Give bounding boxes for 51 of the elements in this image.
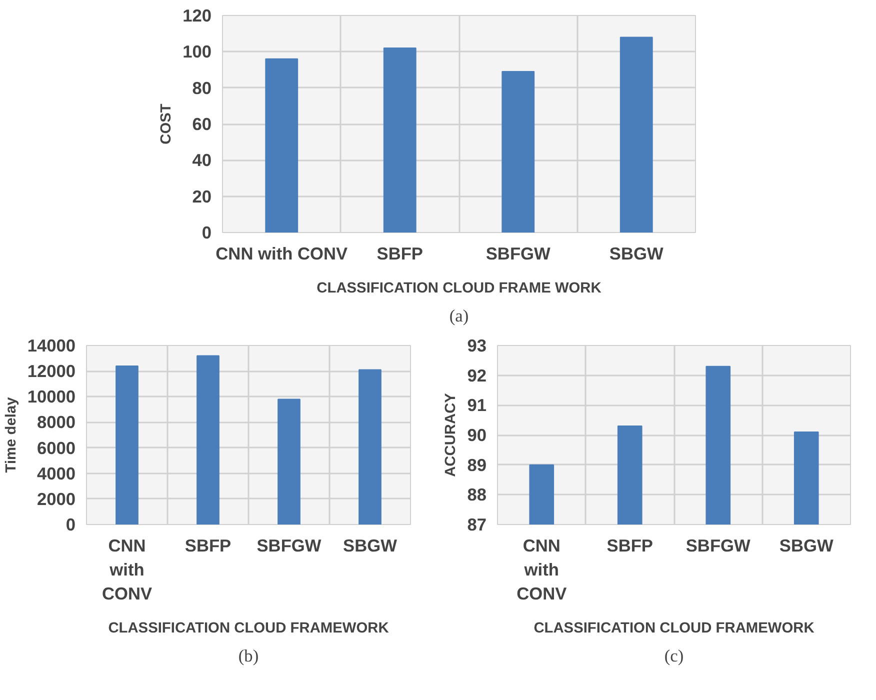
x-tick-label: SBGW [779,536,834,556]
y-tick-label: 120 [182,6,212,26]
bar [265,58,298,232]
y-tick-label: 60 [192,114,212,134]
bar [383,48,416,232]
y-tick-label: 0 [66,514,76,534]
bar [358,369,382,524]
y-tick-label: 89 [467,454,487,475]
x-axis-title: CLASSIFICATION CLOUD FRAME WORK [316,280,602,296]
y-tick-label: 40 [192,150,212,170]
y-axis-title: ACCURACY [443,392,460,477]
text: (b) [238,646,259,666]
y-tick-label: 4000 [36,463,76,484]
x-tick-label: SBFP [606,536,653,556]
y-tick-label: 88 [467,484,487,505]
y-tick-label: 20 [192,186,212,206]
y-tick-label: 93 [467,336,487,356]
y-tick-label: 6000 [36,438,76,458]
bar [620,36,653,232]
x-tick-label: SBGW [609,244,664,264]
y-tick-label: 87 [467,514,487,534]
y-tick-label: 90 [467,425,487,445]
x-axis-title: CLASSIFICATION CLOUD FRAMEWORK [108,620,390,636]
y-tick-label: 0 [202,222,212,242]
y-tick-label: 12000 [27,361,76,382]
x-tick-label: SBFGW [686,536,752,556]
bar [116,365,138,524]
x-axis-title: CLASSIFICATION CLOUD FRAMEWORK [534,620,815,636]
y-tick-label: 91 [467,395,487,416]
y-tick-label: 2000 [36,488,76,509]
x-tick-label: CNN with CONV [216,244,348,264]
y-axis-title: COST [158,104,175,144]
y-tick-label: 100 [182,42,212,62]
x-tick-label: CNN with CONV [102,536,152,604]
y-axis-title: Time delay [3,396,20,473]
bar [502,71,535,232]
y-tick-label: 92 [467,365,487,386]
bar [196,355,220,524]
y-tick-label: 8000 [36,412,76,432]
text: (a) [449,306,469,326]
text: (c) [664,646,684,666]
y-tick-label: 14000 [27,336,76,356]
y-tick-label: 80 [192,78,212,98]
x-tick-label: SBFGW [256,536,322,556]
bar [278,398,300,524]
x-tick-label: SBFGW [486,244,552,264]
x-tick-label: SBGW [343,536,398,556]
x-tick-label: SBFP [184,536,232,556]
x-tick-label: SBFP [376,244,423,264]
x-tick-label: CNN with CONV [516,536,568,604]
y-tick-label: 10000 [27,386,76,407]
